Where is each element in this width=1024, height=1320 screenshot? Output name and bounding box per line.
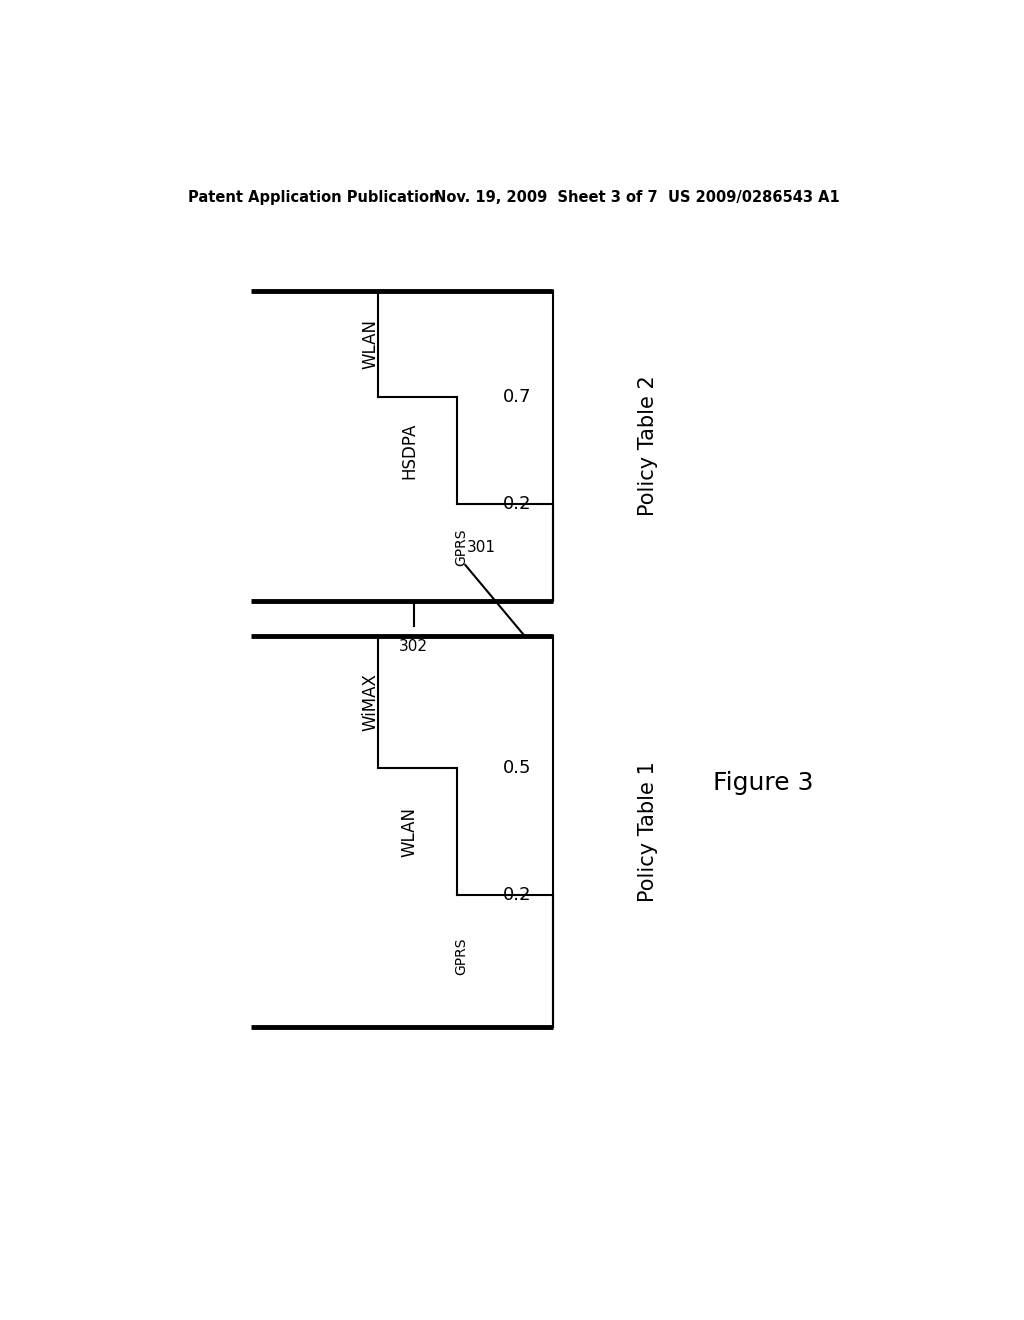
Text: 302: 302: [399, 639, 428, 655]
Text: HSDPA: HSDPA: [400, 422, 419, 479]
Text: WLAN: WLAN: [400, 807, 419, 857]
Text: GPRS: GPRS: [455, 528, 468, 566]
Text: 0.2: 0.2: [503, 495, 531, 513]
Text: 301: 301: [467, 540, 496, 554]
Text: Patent Application Publication: Patent Application Publication: [187, 190, 439, 205]
Text: WiMAX: WiMAX: [361, 673, 379, 731]
Text: 0.7: 0.7: [503, 388, 531, 407]
Text: US 2009/0286543 A1: US 2009/0286543 A1: [668, 190, 840, 205]
Text: Nov. 19, 2009  Sheet 3 of 7: Nov. 19, 2009 Sheet 3 of 7: [433, 190, 657, 205]
Text: WLAN: WLAN: [361, 319, 379, 368]
Text: Policy Table 1: Policy Table 1: [638, 762, 657, 902]
Text: Policy Table 2: Policy Table 2: [638, 375, 657, 516]
Text: GPRS: GPRS: [455, 937, 468, 975]
Text: Figure 3: Figure 3: [713, 771, 813, 796]
Text: 0.2: 0.2: [503, 886, 531, 904]
Text: 0.5: 0.5: [503, 759, 531, 777]
